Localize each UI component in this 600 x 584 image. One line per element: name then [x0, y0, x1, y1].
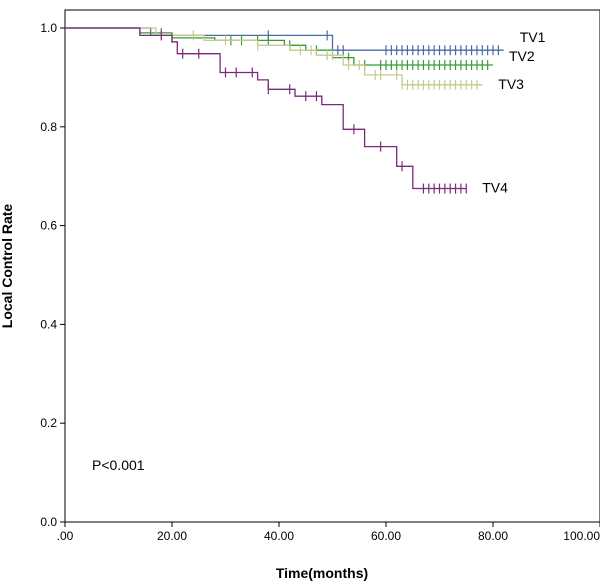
- series-tv4: TV4: [65, 27, 508, 196]
- y-tick-label: 0.8: [40, 120, 57, 134]
- series-label-tv3: TV3: [498, 76, 524, 92]
- x-tick-label: 100.00: [563, 529, 600, 543]
- y-tick-label: 1.0: [40, 21, 57, 35]
- plot-frame: [64, 9, 600, 523]
- x-tick-label: 80.00: [478, 529, 508, 543]
- axes: 0.0 0.2 0.4 0.6 0.8 1.0 .00 20.00 40.00 60.00 80.0…: [40, 21, 600, 543]
- y-tick-label: 0.6: [40, 219, 57, 233]
- y-tick-label: 0.2: [40, 416, 57, 430]
- series-layer: TV1 TV2 TV3 TV4: [65, 27, 546, 196]
- series-line-tv4: [65, 27, 467, 190]
- x-tick-label: 20.00: [157, 529, 187, 543]
- x-tick-label: .00: [57, 529, 74, 543]
- p-value-annotation: P<0.001: [92, 457, 145, 473]
- series-line-tv3: [65, 27, 483, 86]
- series-label-tv2: TV2: [509, 48, 535, 64]
- series-tv3: TV3: [65, 27, 524, 92]
- x-tick-label: 40.00: [264, 529, 294, 543]
- y-tick-label: 0.4: [40, 317, 57, 331]
- x-tick-label: 60.00: [371, 529, 401, 543]
- y-axis-title: Local Control Rate: [0, 204, 15, 329]
- series-label-tv4: TV4: [482, 180, 508, 196]
- series-label-tv1: TV1: [520, 29, 546, 45]
- x-axis-title: Time(months): [276, 565, 368, 581]
- y-tick-label: 0.0: [40, 515, 57, 529]
